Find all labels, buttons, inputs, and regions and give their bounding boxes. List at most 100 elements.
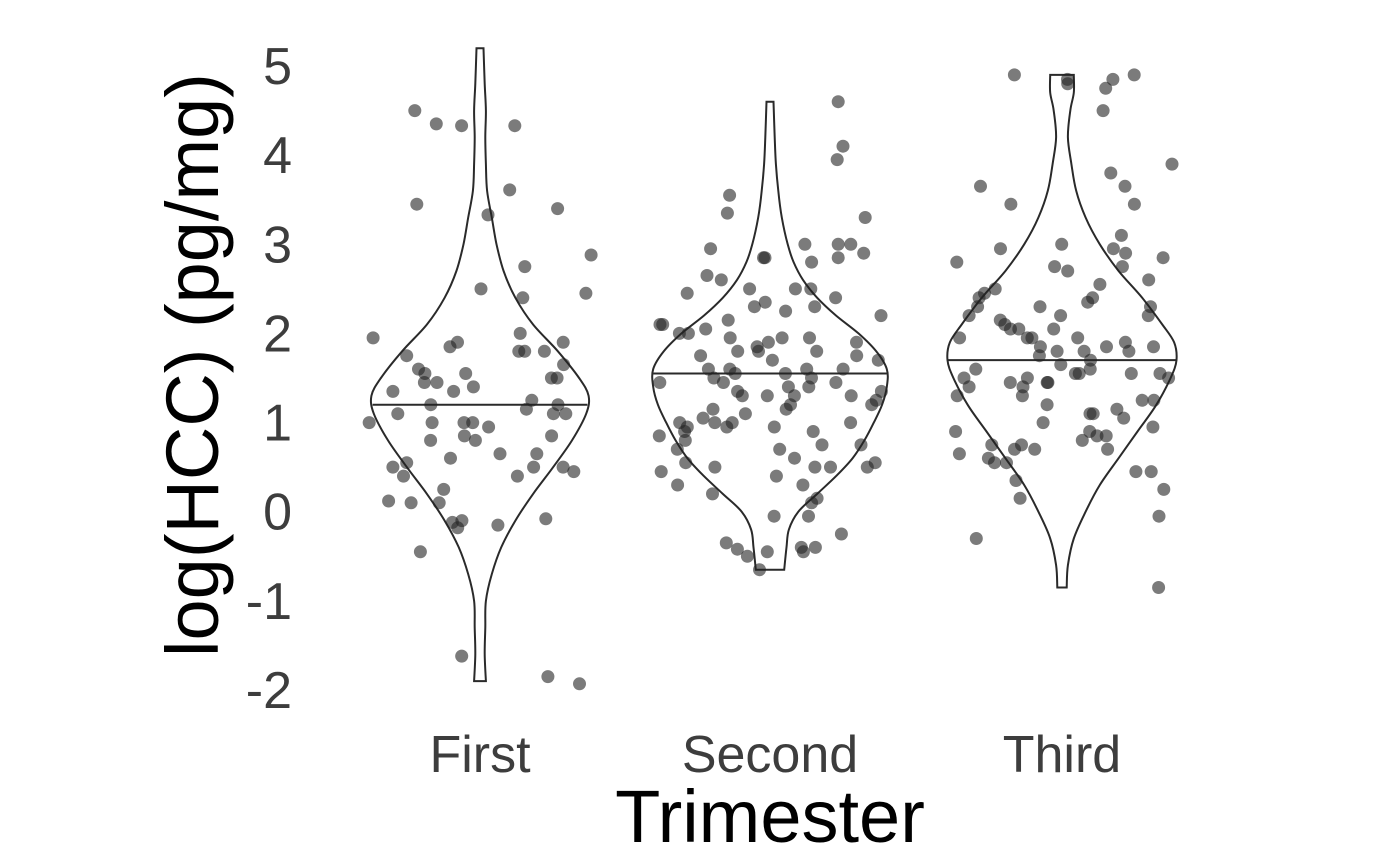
data-point [869, 393, 883, 407]
data-point [738, 407, 752, 421]
data-point [810, 344, 824, 358]
data-point [404, 496, 418, 510]
data-point [808, 460, 822, 474]
data-point [527, 460, 541, 474]
data-point [1061, 77, 1075, 91]
data-point [678, 433, 692, 447]
data-point [1036, 416, 1050, 430]
data-point [767, 509, 781, 523]
data-point [1040, 398, 1054, 412]
data-point [468, 433, 482, 447]
data-point [1127, 197, 1141, 211]
data-point [1129, 465, 1143, 479]
data-point [481, 208, 495, 222]
data-point [1048, 260, 1062, 274]
data-point [1007, 68, 1021, 82]
data-point [1004, 197, 1018, 211]
data-point [1114, 228, 1128, 242]
data-point [537, 344, 551, 358]
data-point [836, 139, 850, 153]
data-point [386, 384, 400, 398]
data-point [805, 371, 818, 385]
y-tick-label: -1 [246, 573, 292, 631]
data-point [1106, 242, 1120, 256]
data-point [513, 326, 527, 340]
data-point [1016, 380, 1030, 394]
data-point [1152, 581, 1166, 594]
data-point [696, 411, 710, 425]
data-point [518, 344, 532, 358]
data-point [672, 326, 686, 340]
data-point [871, 353, 885, 367]
data-point [1013, 491, 1027, 505]
data-point [573, 677, 586, 691]
data-point [671, 478, 685, 492]
data-point [844, 416, 858, 430]
data-point [874, 309, 888, 323]
data-point [1124, 367, 1138, 380]
data-point [779, 304, 793, 318]
data-point [459, 367, 473, 380]
data-point [808, 300, 822, 314]
data-point [758, 295, 772, 309]
data-point [1054, 309, 1068, 323]
data-point [1083, 362, 1097, 376]
data-point [850, 335, 863, 349]
data-point [493, 447, 507, 461]
data-point [1086, 291, 1100, 305]
data-point [1156, 251, 1170, 265]
data-point [1165, 157, 1179, 171]
data-point [974, 179, 987, 193]
data-point [557, 358, 571, 372]
data-point [750, 340, 764, 354]
data-point [1086, 407, 1100, 421]
data-point [382, 494, 396, 508]
data-point [753, 563, 766, 577]
data-point [1122, 344, 1136, 358]
data-point [424, 433, 438, 447]
data-point [831, 95, 845, 109]
data-point [1144, 465, 1158, 479]
data-point [781, 380, 795, 394]
data-point [743, 282, 757, 296]
data-point [1050, 344, 1064, 358]
data-point [957, 371, 971, 385]
data-point [714, 273, 728, 287]
data-point [551, 398, 565, 412]
data-point [541, 670, 555, 684]
data-point [1093, 277, 1107, 291]
data-point [559, 407, 573, 421]
data-point [969, 362, 983, 376]
data-point [704, 242, 718, 256]
data-point [831, 251, 845, 265]
data-point [796, 545, 810, 559]
data-point [1000, 456, 1013, 470]
data-point [567, 465, 581, 479]
data-point [525, 393, 539, 407]
data-point [788, 282, 802, 296]
data-point [1055, 237, 1069, 251]
data-point [466, 380, 480, 394]
data-point [1012, 322, 1026, 336]
data-point [803, 331, 816, 345]
data-point [810, 491, 824, 505]
data-point [747, 300, 761, 314]
data-point [731, 344, 745, 358]
data-point [844, 237, 858, 251]
data-point [681, 326, 695, 340]
data-point [1071, 331, 1085, 345]
data-point [539, 512, 553, 526]
data-point [1054, 358, 1068, 372]
y-axis-ticks: -2 -1 0 1 2 3 4 5 [246, 38, 292, 720]
data-point [978, 286, 991, 300]
data-point [788, 451, 801, 465]
data-point [1015, 438, 1028, 452]
y-tick-label: 0 [263, 484, 292, 542]
data-point [829, 376, 843, 389]
data-point [1127, 68, 1141, 82]
data-point [400, 349, 414, 363]
violin-first [369, 47, 591, 683]
data-point [858, 211, 872, 224]
data-point [757, 251, 770, 265]
data-point [1135, 393, 1149, 407]
